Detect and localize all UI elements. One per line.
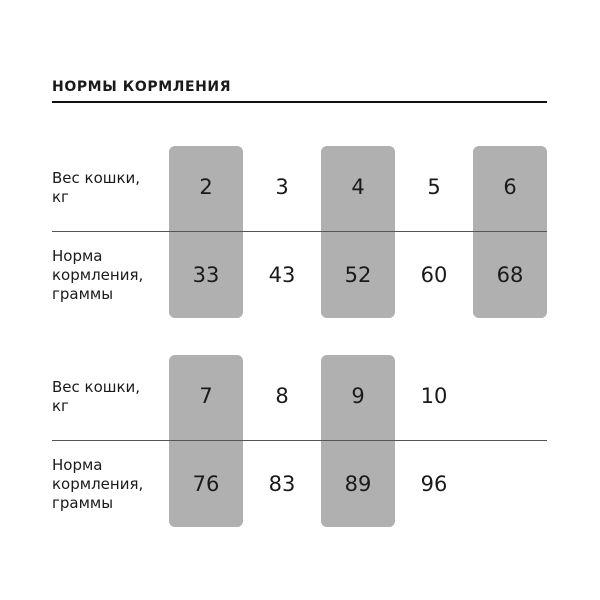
weight-cell: 8: [275, 384, 289, 408]
norm-cell: 83: [268, 472, 296, 496]
weight-cell: 2: [199, 175, 213, 199]
norm-cell: 68: [496, 263, 524, 287]
title-underline: [52, 101, 547, 103]
row-label-weight: Вес кошки, кг: [52, 378, 141, 415]
row-label-norm: Норма кормления, граммы: [52, 247, 144, 303]
feeding-table: Вес кошки, кг Норма кормления, граммы 2 3 4 5…: [0, 146, 600, 326]
highlighted-column: [169, 146, 243, 318]
highlighted-column: [169, 355, 243, 527]
highlighted-column: [321, 355, 395, 527]
norm-cell: 76: [192, 472, 220, 496]
weight-cell: 5: [427, 175, 441, 199]
highlighted-column: [473, 146, 547, 318]
norm-cell: 52: [344, 263, 372, 287]
row-divider: [52, 231, 547, 232]
weight-cell: 10: [420, 384, 448, 408]
highlighted-column: [321, 146, 395, 318]
weight-cell: 6: [503, 175, 517, 199]
row-label-weight: Вес кошки, кг: [52, 169, 141, 206]
feeding-table: Вес кошки, кг Норма кормления, граммы 7 8 9 1…: [0, 355, 600, 535]
row-label-norm: Норма кормления, граммы: [52, 456, 144, 512]
row-divider: [52, 440, 547, 441]
weight-cell: 4: [351, 175, 365, 199]
norm-cell: 43: [268, 263, 296, 287]
weight-cell: 3: [275, 175, 289, 199]
page-title: НОРМЫ КОРМЛЕНИЯ: [52, 79, 232, 95]
norm-cell: 89: [344, 472, 372, 496]
norm-cell: 96: [420, 472, 448, 496]
norm-cell: 33: [192, 263, 220, 287]
weight-cell: 9: [351, 384, 365, 408]
weight-cell: 7: [199, 384, 213, 408]
norm-cell: 60: [420, 263, 448, 287]
